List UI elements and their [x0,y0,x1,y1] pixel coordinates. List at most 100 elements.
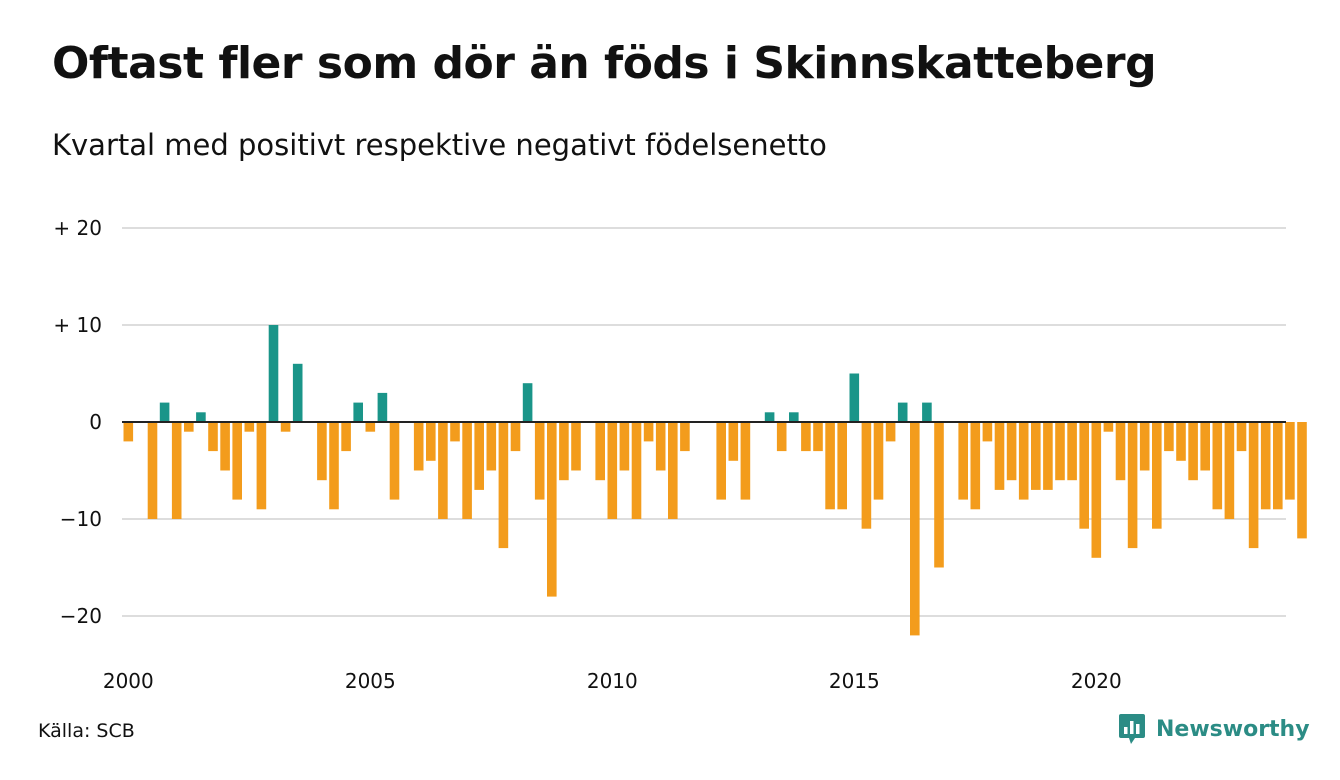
bar [970,422,981,510]
bar [619,422,630,471]
bar [377,392,388,422]
chart-title: Oftast fler som dör än föds i Skinnskatt… [52,38,1157,89]
bar [365,422,376,432]
bar [668,422,678,519]
y-tick-label: 0 [89,410,102,434]
y-tick-label: −10 [60,507,102,531]
bar [958,422,968,500]
bar [1188,422,1198,481]
bar [486,422,497,471]
y-axis-ticks: + 20 + 10 0 −10 −20 [53,216,102,628]
bar [643,422,654,442]
bar [426,422,436,461]
bar [1127,422,1138,549]
bar [982,422,993,442]
bar [728,422,739,461]
bar [1260,422,1271,510]
bars [123,325,1307,636]
bar [631,422,642,519]
bar [801,422,811,452]
y-tick-label: + 10 [53,313,102,337]
bar [934,422,944,568]
bar [171,422,182,519]
bar [1224,422,1235,519]
bar [244,422,255,432]
bar [1103,422,1114,432]
bar [764,412,775,422]
bar-chart-logo-icon [1119,714,1145,744]
bar [534,422,545,500]
bar [655,422,666,471]
bar [559,422,569,481]
bar [837,422,847,510]
bar [208,422,218,452]
bar [522,383,533,422]
bar [1248,422,1259,549]
bar [1139,422,1150,471]
bar [123,422,134,442]
bar [776,422,787,452]
chart-subtitle: Kvartal med positivt respektive negativt… [52,128,827,162]
x-tick-label: 2000 [103,669,154,693]
bar [849,373,860,422]
bar [510,422,521,452]
bar [1176,422,1186,461]
bar [498,422,509,549]
bar [1067,422,1077,481]
bar [1091,422,1102,558]
bar [1212,422,1223,510]
bar [1018,422,1029,500]
bar [256,422,267,510]
bar [462,422,472,519]
bar [1043,422,1053,490]
bar [450,422,460,442]
y-tick-label: + 20 [53,216,102,240]
x-tick-label: 2015 [829,669,880,693]
bar [571,422,581,471]
bar [196,412,206,422]
bar [317,422,327,481]
bar [922,402,932,422]
bar [595,422,605,481]
bar [1006,422,1017,481]
bar [413,422,424,471]
x-axis-ticks: 2000 2005 2010 2015 2020 [103,669,1122,693]
bar [389,422,400,500]
bar [789,412,799,422]
bar [1055,422,1065,481]
bar [232,422,242,500]
bar [547,422,557,597]
bar [1164,422,1174,452]
x-tick-label: 2020 [1071,669,1122,693]
bar [680,422,690,452]
brand-logo[interactable]: Newsworthy [1118,712,1310,746]
bar [897,402,908,422]
bar [813,422,823,452]
bar [292,363,303,422]
bar [329,422,339,510]
bar [438,422,448,519]
bar [474,422,484,490]
brand-name: Newsworthy [1156,716,1310,742]
bar [1031,422,1041,490]
bar [268,325,279,422]
x-tick-label: 2010 [587,669,638,693]
bar [1200,422,1210,471]
bar [825,422,835,510]
x-tick-label: 2005 [345,669,396,693]
bar [1115,422,1126,481]
bar [885,422,896,442]
bar [147,422,158,519]
bar [220,422,230,471]
source-note: Källa: SCB [38,720,135,742]
bar [1285,422,1295,500]
bar [1297,422,1307,539]
bar [159,402,170,422]
y-tick-label: −20 [60,604,102,628]
bar [873,422,884,500]
bar [607,422,618,519]
bar [994,422,1005,490]
bar [1273,422,1283,510]
bar [353,402,363,422]
